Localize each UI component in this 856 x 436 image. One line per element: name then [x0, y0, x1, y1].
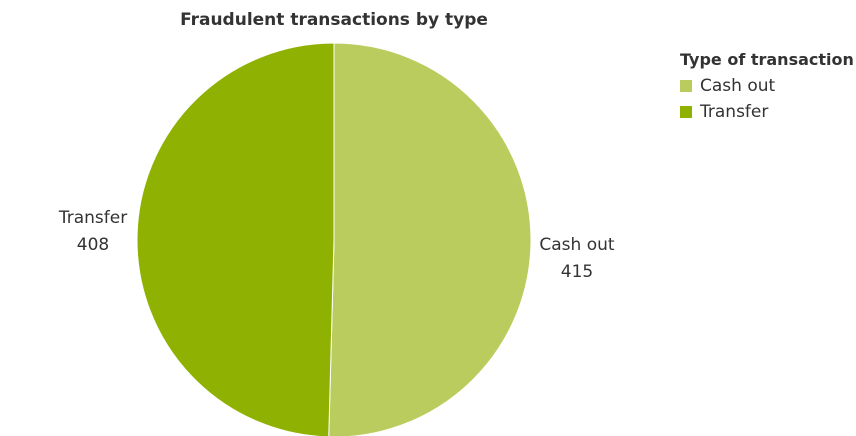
pie-chart: Cash out 415 Transfer 408 — [58, 42, 615, 436]
legend-swatch-cash-out — [680, 80, 692, 92]
legend-title: Type of transaction — [680, 50, 854, 69]
pie-slice-transfer[interactable] — [136, 42, 335, 436]
chart-title: Fraudulent transactions by type — [180, 10, 488, 30]
slice-labels: Cash out 415 Transfer 408 — [58, 208, 615, 282]
legend-item-cash-out[interactable]: Cash out — [680, 73, 854, 99]
legend-label-cash-out: Cash out — [700, 76, 776, 96]
slice-label-transfer: Transfer — [58, 208, 127, 228]
legend-swatch-transfer — [680, 106, 692, 118]
slice-value-transfer: 408 — [77, 235, 109, 255]
pie-slices — [136, 42, 532, 436]
pie-slice-cash-out[interactable] — [328, 42, 532, 436]
slice-value-cash-out: 415 — [561, 262, 593, 282]
legend-label-transfer: Transfer — [700, 102, 769, 122]
legend: Type of transaction Cash out Transfer — [680, 50, 854, 125]
legend-item-transfer[interactable]: Transfer — [680, 99, 854, 125]
slice-label-cash-out: Cash out — [539, 235, 614, 255]
